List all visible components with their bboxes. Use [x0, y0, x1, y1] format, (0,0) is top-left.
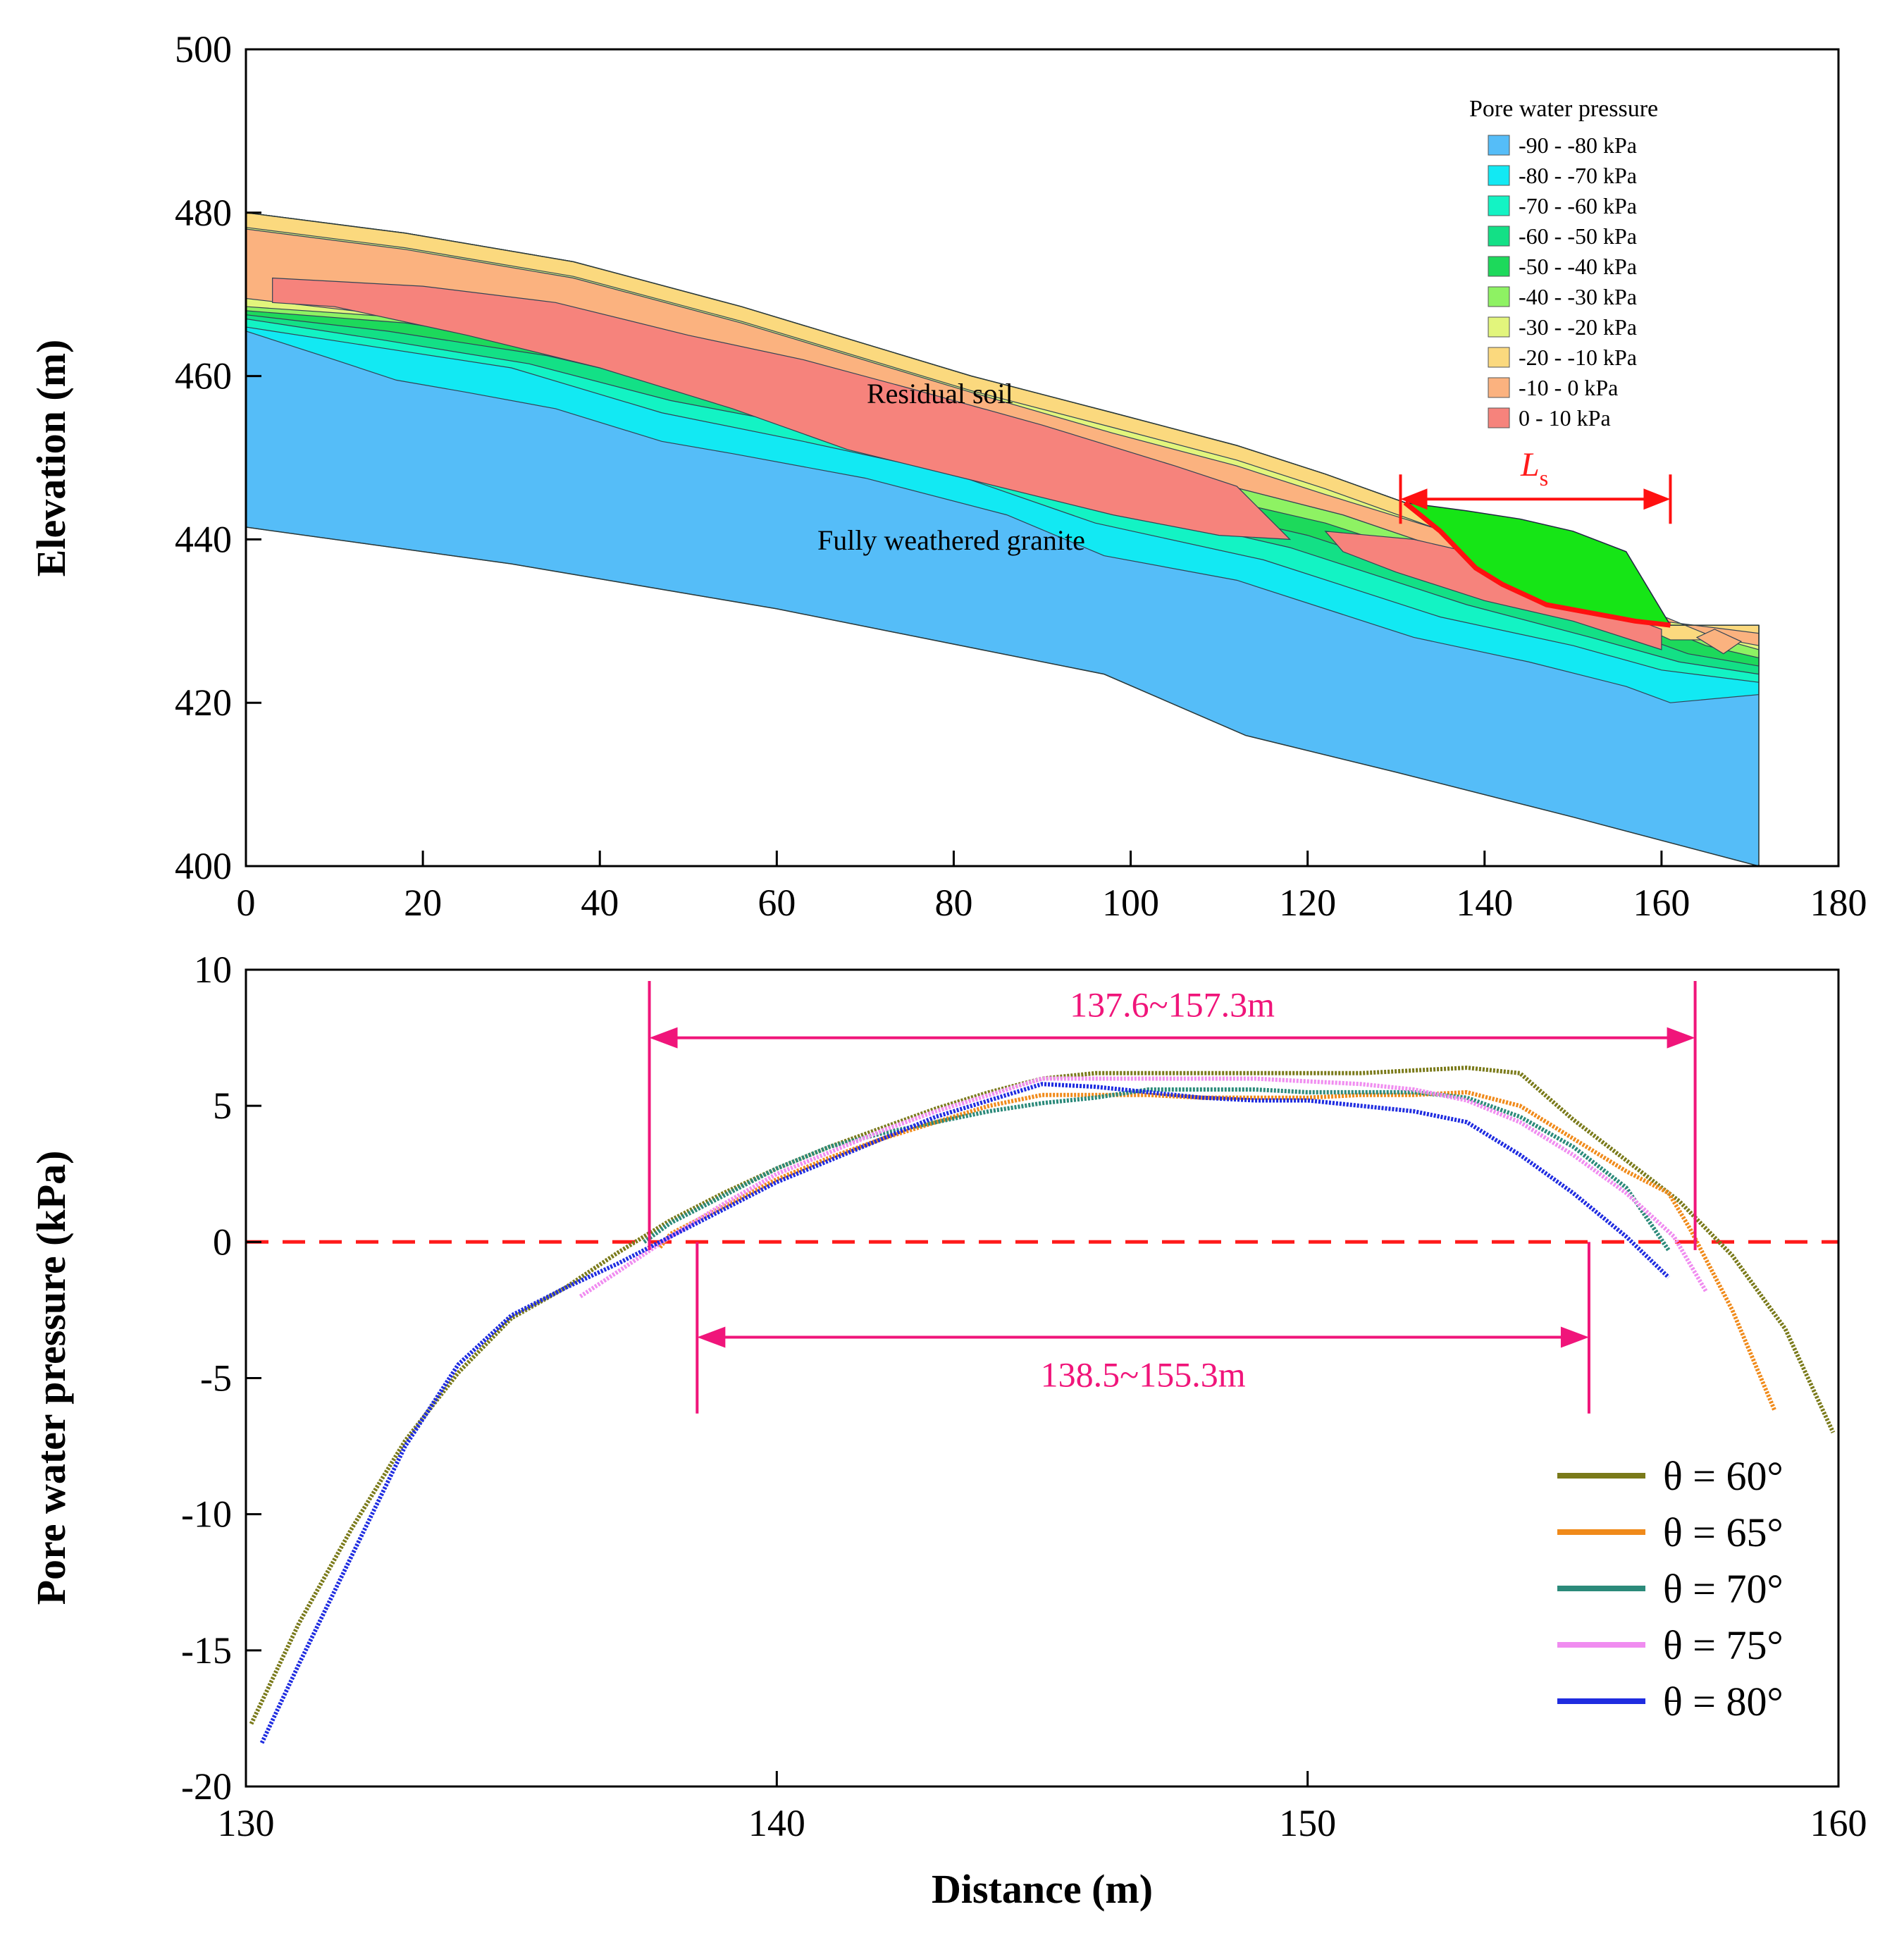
- top-y-tick-label: 500: [175, 28, 232, 70]
- series-legend: θ = 60° θ = 65° θ = 70° θ = 75° θ = 80°: [1557, 1453, 1784, 1724]
- legend-entry-label: -80 - -70 kPa: [1519, 163, 1637, 188]
- bottom-y-tick-label: 0: [213, 1221, 232, 1263]
- legend-swatch: [1488, 135, 1510, 156]
- legend-swatch: [1488, 377, 1510, 398]
- top-x-tick-label: 60: [758, 882, 796, 924]
- range-arrow-right: [1667, 1027, 1695, 1049]
- bottom-y-ticks: -20 -15 -10 -5 0 5 10: [181, 949, 261, 1808]
- legend-entry-label: -90 - -80 kPa: [1519, 132, 1637, 158]
- legend-swatch: [1488, 316, 1510, 338]
- range-arrow-left: [697, 1326, 726, 1348]
- slide-mass-group: [1403, 500, 1671, 628]
- top-y-ticks: 400 420 440 460 480 500: [175, 28, 261, 887]
- pore-pressure-line-chart: 137.6~157.3m 138.5~155.3m 130 140 150 160 -2…: [28, 949, 1867, 1912]
- bottom-x-tick-label: 140: [748, 1802, 805, 1844]
- range-annotations: 137.6~157.3m 138.5~155.3m: [648, 981, 1697, 1414]
- legend-entry-label: -30 - -20 kPa: [1519, 314, 1637, 340]
- legend-swatch: [1488, 195, 1510, 216]
- legend-swatch: [1488, 407, 1510, 428]
- top-plot-frame: [245, 48, 1840, 868]
- legend-entry-label: -10 - 0 kPa: [1519, 375, 1618, 400]
- bottom-y-tick-label: -10: [181, 1493, 232, 1536]
- bottom-y-tick-label: -15: [181, 1629, 232, 1672]
- base-line: [246, 526, 1760, 866]
- legend-entry-label: -50 - -40 kPa: [1519, 254, 1637, 279]
- top-y-tick-label: 460: [175, 355, 232, 397]
- series-line: [643, 1087, 1671, 1252]
- legend-entry-label: -70 - -60 kPa: [1519, 193, 1637, 218]
- legend-swatch: [1488, 286, 1510, 307]
- top-x-tick-label: 140: [1456, 882, 1513, 924]
- series-line: [658, 1090, 1777, 1412]
- legend-series-label: θ = 70°: [1663, 1566, 1784, 1612]
- range-arrow-left: [649, 1027, 678, 1049]
- top-x-tick-label: 80: [934, 882, 972, 924]
- range-label: 138.5~155.3m: [1041, 1355, 1246, 1395]
- top-x-tick-label: 40: [581, 882, 619, 924]
- top-x-tick-label: 0: [237, 882, 256, 924]
- series-lines: [249, 1066, 1836, 1744]
- top-y-tick-label: 400: [175, 845, 232, 887]
- bottom-x-ticks: 130 140 150 160: [218, 1771, 1867, 1844]
- legend-series-label: θ = 65°: [1663, 1510, 1784, 1555]
- top-y-tick-label: 420: [175, 681, 232, 724]
- bottom-y-tick-label: -5: [200, 1357, 232, 1400]
- legend-entry-label: 0 - 10 kPa: [1519, 405, 1611, 431]
- top-x-tick-label: 160: [1633, 882, 1690, 924]
- range-arrow-right: [1560, 1326, 1589, 1348]
- legend-series-label: θ = 75°: [1663, 1622, 1784, 1668]
- span-arrow-right: [1643, 488, 1671, 510]
- legend-entry-label: -40 - -30 kPa: [1519, 284, 1637, 309]
- ls-span-annotation: [1399, 474, 1672, 524]
- slip-surface: [1403, 500, 1671, 628]
- legend-title: Pore water pressure: [1469, 96, 1658, 122]
- bottom-x-tick-label: 150: [1279, 1802, 1336, 1844]
- bottom-y-tick-label: 10: [194, 949, 232, 991]
- top-x-tick-label: 20: [404, 882, 442, 924]
- span-arrow-left: [1400, 488, 1428, 510]
- ls-subscript: s: [1540, 465, 1548, 490]
- legend-entries: -90 - -80 kPa -80 - -70 kPa -70 - -60 kPa -…: [1488, 132, 1637, 431]
- series-line: [259, 1082, 1671, 1744]
- contour-layers: [246, 212, 1760, 866]
- bottom-x-tick-label: 130: [218, 1802, 275, 1844]
- legend-swatch: [1488, 226, 1510, 247]
- top-x-ticks: 0 20 40 60 80 100 120 140 160 180: [237, 851, 1867, 924]
- legend-entry-label: -60 - -50 kPa: [1519, 223, 1637, 249]
- top-y-axis-label: Elevation (m): [28, 340, 74, 577]
- bottom-x-axis-label: Distance (m): [932, 1866, 1153, 1912]
- top-y-tick-label: 480: [175, 192, 232, 234]
- legend-swatch: [1488, 165, 1510, 186]
- legend-swatch: [1488, 347, 1510, 368]
- series-line: [579, 1076, 1708, 1299]
- top-x-tick-label: 180: [1810, 882, 1867, 924]
- legend-entry-label: -20 - -10 kPa: [1519, 345, 1637, 370]
- bottom-y-tick-label: 5: [213, 1085, 232, 1127]
- bottom-x-tick-label: 160: [1810, 1802, 1867, 1844]
- range-label: 137.6~157.3m: [1070, 985, 1275, 1025]
- layer-region: [272, 277, 1292, 541]
- granite-label: Fully weathered granite: [817, 524, 1085, 556]
- residual-soil-label: Residual soil: [867, 378, 1013, 409]
- legend-swatch: [1488, 256, 1510, 277]
- top-x-tick-label: 120: [1279, 882, 1336, 924]
- series-line: [249, 1066, 1836, 1725]
- top-y-tick-label: 440: [175, 518, 232, 560]
- legend-series-label: θ = 60°: [1663, 1453, 1784, 1499]
- top-x-tick-label: 100: [1102, 882, 1159, 924]
- ls-symbol: L: [1520, 446, 1540, 483]
- elevation-contour-chart: 0 20 40 60 80 100 120 140 160 180 400 420 440 460 480…: [28, 28, 1867, 924]
- layer-region: [1695, 629, 1743, 655]
- contour-legend: Pore water pressure -90 - -80 kPa -80 - -…: [1469, 96, 1658, 431]
- ls-label: Ls: [1520, 446, 1548, 490]
- bottom-y-axis-label: Pore water pressure (kPa): [28, 1151, 74, 1605]
- bottom-y-tick-label: -20: [181, 1765, 232, 1808]
- legend-series-label: θ = 80°: [1663, 1679, 1784, 1724]
